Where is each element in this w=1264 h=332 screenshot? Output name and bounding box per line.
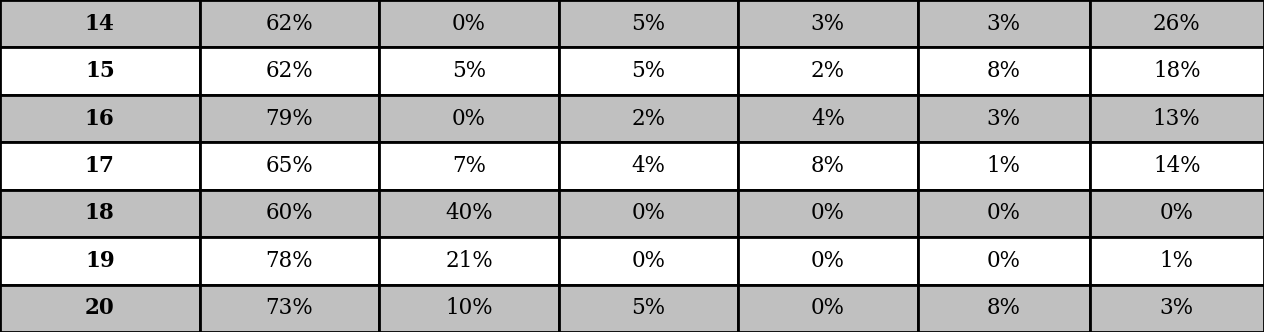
- Text: 0%: 0%: [453, 108, 485, 129]
- Bar: [0, 95, 200, 142]
- Text: 0%: 0%: [453, 13, 485, 35]
- Text: 65%: 65%: [265, 155, 313, 177]
- Bar: [0, 47, 200, 95]
- Bar: [559, 142, 738, 190]
- Text: 0%: 0%: [987, 203, 1020, 224]
- Text: 26%: 26%: [1153, 13, 1201, 35]
- Bar: [738, 285, 918, 332]
- Bar: [0, 0, 200, 47]
- Bar: [1090, 237, 1264, 285]
- Bar: [200, 95, 379, 142]
- Bar: [200, 142, 379, 190]
- Text: 5%: 5%: [632, 60, 665, 82]
- Text: 18%: 18%: [1153, 60, 1201, 82]
- Text: 13%: 13%: [1153, 108, 1201, 129]
- Text: 73%: 73%: [265, 297, 313, 319]
- Text: 8%: 8%: [987, 60, 1020, 82]
- Text: 5%: 5%: [453, 60, 485, 82]
- Text: 5%: 5%: [632, 13, 665, 35]
- Bar: [0, 190, 200, 237]
- Text: 40%: 40%: [445, 203, 493, 224]
- Bar: [918, 0, 1090, 47]
- Text: 0%: 0%: [811, 297, 844, 319]
- Text: 15: 15: [85, 60, 115, 82]
- Bar: [0, 237, 200, 285]
- Text: 1%: 1%: [1160, 250, 1193, 272]
- Text: 14%: 14%: [1153, 155, 1201, 177]
- Bar: [738, 95, 918, 142]
- Bar: [379, 95, 559, 142]
- Bar: [200, 47, 379, 95]
- Bar: [1090, 0, 1264, 47]
- Text: 1%: 1%: [987, 155, 1020, 177]
- Text: 4%: 4%: [811, 108, 844, 129]
- Text: 10%: 10%: [445, 297, 493, 319]
- Bar: [918, 190, 1090, 237]
- Text: 21%: 21%: [445, 250, 493, 272]
- Text: 79%: 79%: [265, 108, 313, 129]
- Bar: [200, 285, 379, 332]
- Text: 8%: 8%: [987, 297, 1020, 319]
- Text: 0%: 0%: [811, 203, 844, 224]
- Bar: [379, 142, 559, 190]
- Text: 3%: 3%: [811, 13, 844, 35]
- Text: 16: 16: [85, 108, 115, 129]
- Text: 78%: 78%: [265, 250, 313, 272]
- Bar: [559, 237, 738, 285]
- Bar: [1090, 95, 1264, 142]
- Bar: [559, 95, 738, 142]
- Text: 7%: 7%: [453, 155, 485, 177]
- Bar: [0, 285, 200, 332]
- Bar: [559, 285, 738, 332]
- Bar: [918, 142, 1090, 190]
- Text: 0%: 0%: [987, 250, 1020, 272]
- Bar: [379, 47, 559, 95]
- Bar: [379, 0, 559, 47]
- Bar: [1090, 190, 1264, 237]
- Text: 3%: 3%: [987, 108, 1020, 129]
- Bar: [918, 285, 1090, 332]
- Text: 0%: 0%: [811, 250, 844, 272]
- Bar: [738, 0, 918, 47]
- Bar: [1090, 142, 1264, 190]
- Bar: [379, 237, 559, 285]
- Text: 18: 18: [85, 203, 115, 224]
- Bar: [559, 47, 738, 95]
- Bar: [918, 95, 1090, 142]
- Text: 14: 14: [85, 13, 115, 35]
- Text: 3%: 3%: [987, 13, 1020, 35]
- Bar: [1090, 285, 1264, 332]
- Text: 0%: 0%: [1160, 203, 1193, 224]
- Text: 8%: 8%: [811, 155, 844, 177]
- Text: 0%: 0%: [632, 250, 665, 272]
- Text: 20: 20: [85, 297, 115, 319]
- Text: 5%: 5%: [632, 297, 665, 319]
- Text: 2%: 2%: [632, 108, 665, 129]
- Bar: [200, 190, 379, 237]
- Text: 3%: 3%: [1160, 297, 1193, 319]
- Bar: [738, 237, 918, 285]
- Text: 4%: 4%: [632, 155, 665, 177]
- Text: 62%: 62%: [265, 60, 313, 82]
- Text: 17: 17: [85, 155, 115, 177]
- Bar: [379, 190, 559, 237]
- Text: 2%: 2%: [811, 60, 844, 82]
- Text: 62%: 62%: [265, 13, 313, 35]
- Bar: [200, 237, 379, 285]
- Bar: [1090, 47, 1264, 95]
- Bar: [738, 47, 918, 95]
- Text: 19: 19: [85, 250, 115, 272]
- Bar: [738, 190, 918, 237]
- Bar: [0, 142, 200, 190]
- Bar: [559, 190, 738, 237]
- Bar: [559, 0, 738, 47]
- Bar: [738, 142, 918, 190]
- Bar: [918, 237, 1090, 285]
- Bar: [379, 285, 559, 332]
- Text: 60%: 60%: [265, 203, 313, 224]
- Bar: [918, 47, 1090, 95]
- Text: 0%: 0%: [632, 203, 665, 224]
- Bar: [200, 0, 379, 47]
